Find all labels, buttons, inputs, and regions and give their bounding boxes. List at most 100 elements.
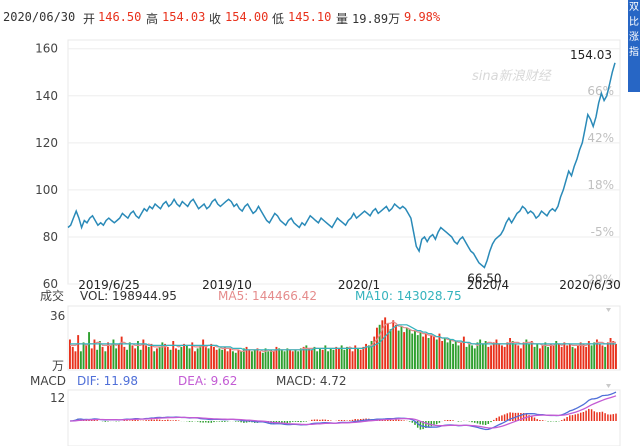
volume-bar: [560, 346, 563, 369]
price-x-tick-label: 2019/10: [202, 278, 252, 292]
volume-bar: [419, 332, 422, 369]
volume-bar: [153, 351, 156, 369]
price-y-tick-label: 80: [43, 230, 58, 244]
volume-bar: [400, 326, 403, 369]
volume-collapse-icon[interactable]: [606, 308, 611, 312]
volume-bar: [601, 345, 604, 369]
volume-bar: [71, 346, 74, 369]
volume-bar: [107, 342, 109, 369]
volume-bar: [74, 351, 77, 369]
volume-bar: [183, 343, 185, 369]
volume-bar: [544, 342, 547, 369]
volume-bar: [479, 339, 482, 369]
volume-bar: [194, 351, 196, 369]
price-percent-label: 18%: [587, 178, 614, 192]
volume-bar: [310, 349, 313, 369]
volume-bar: [579, 342, 582, 369]
volume-bar: [104, 351, 107, 369]
volume-bar: [245, 346, 248, 369]
macd-legend-macd: MACD: 4.72: [276, 374, 347, 388]
volume-bar: [117, 343, 120, 369]
volume-bar: [454, 341, 457, 369]
volume-bar: [547, 346, 549, 369]
volume-bar: [319, 348, 321, 369]
price-percent-axis: -29%-5%18%42%66%: [583, 84, 614, 286]
volume-bar: [109, 345, 112, 369]
volume-bar: [134, 348, 137, 369]
volume-bar: [392, 320, 395, 369]
volume-bar: [264, 348, 267, 369]
volume-bar: [324, 345, 327, 369]
high-value: 154.03: [162, 10, 206, 24]
volume-bar: [462, 336, 465, 369]
watermark: sina新浪财经: [472, 68, 553, 84]
macd-collapse-icon[interactable]: [606, 384, 611, 388]
volume-bar: [585, 346, 588, 369]
volume-bar: [443, 338, 446, 369]
volume-bar: [604, 346, 607, 369]
volume-bar: [590, 345, 593, 369]
price-y-tick-label: 140: [35, 89, 58, 103]
volume-bar: [484, 341, 487, 369]
volume-bar: [123, 346, 126, 369]
price-y-tick-label: 120: [35, 136, 58, 150]
volume-bar: [582, 343, 585, 369]
volume-bar: [191, 342, 194, 369]
volume-bar: [251, 351, 253, 369]
volume-bar: [615, 343, 617, 369]
side-tab[interactable]: 双 比 涨 指: [628, 0, 640, 92]
volume-bar: [577, 345, 579, 369]
min-price-label: 66.50: [467, 272, 501, 286]
volume-bar: [424, 333, 427, 369]
volume-bar: [115, 348, 118, 369]
macd-dea-line: [70, 395, 617, 429]
volume-bar: [204, 346, 207, 369]
volume-legend-vol: VOL: 198944.95: [80, 289, 177, 303]
volume-bar: [438, 333, 441, 369]
volume-bar: [354, 345, 357, 369]
price-percent-label: -29%: [583, 272, 614, 286]
volume-bar: [291, 351, 294, 369]
volume-bar: [362, 346, 365, 369]
volume-bar: [128, 342, 131, 369]
volume-legend-ma5: MA5: 144466.42: [218, 289, 317, 303]
volume-bar: [476, 342, 479, 369]
macd-y-top: 12: [50, 391, 65, 405]
volume-bar: [156, 348, 158, 369]
volume-bar: [520, 348, 522, 369]
volume-bar: [210, 343, 213, 369]
volume-bar: [481, 343, 484, 369]
volume-bar: [139, 349, 142, 369]
volume-y-top: 36: [50, 309, 65, 323]
volume-bar: [430, 335, 433, 369]
volume-ma10-line: [70, 324, 616, 351]
volume-bar: [598, 343, 601, 369]
volume-bar: [85, 345, 88, 369]
volume-bar: [316, 351, 319, 369]
side-tab-char: 涨: [629, 32, 639, 43]
volume-bar: [232, 351, 234, 369]
volume-bar: [185, 345, 188, 369]
volume-bar: [166, 346, 169, 369]
close-value: 154.00: [225, 10, 269, 24]
volume-unit-label: 万: [52, 359, 64, 373]
volume-bar: [321, 349, 324, 369]
volume-bar: [530, 341, 533, 369]
price-x-axis: 2019/6/25 2019/10 2020/1 2020/4 2020/6/30: [78, 278, 621, 292]
volume-bar: [188, 348, 191, 369]
price-percent-label: 42%: [587, 131, 614, 145]
volume-bar: [571, 346, 574, 369]
volume-bar: [596, 339, 598, 369]
volume-bar: [384, 317, 387, 369]
high-label: 高: [146, 12, 159, 26]
volume-bar: [514, 343, 517, 369]
volume-bar: [267, 351, 270, 369]
volume-bar: [158, 346, 161, 369]
volume-bar: [237, 349, 240, 369]
volume-bar: [465, 346, 468, 369]
volume-bar: [612, 341, 615, 369]
volume-bar: [275, 346, 278, 369]
volume-bar: [256, 348, 259, 369]
volume-bar: [88, 332, 90, 369]
